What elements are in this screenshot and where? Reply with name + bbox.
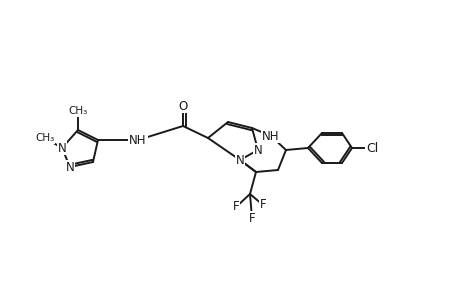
Text: NH: NH xyxy=(129,134,146,146)
Text: N: N xyxy=(57,142,66,154)
Text: Cl: Cl xyxy=(365,142,377,154)
Text: N: N xyxy=(66,160,74,173)
Text: CH₃: CH₃ xyxy=(35,133,55,143)
Text: NH: NH xyxy=(262,130,279,142)
Text: O: O xyxy=(178,100,187,112)
Text: N: N xyxy=(235,154,244,166)
Text: N: N xyxy=(253,143,262,157)
Text: F: F xyxy=(232,200,239,214)
Text: CH₃: CH₃ xyxy=(68,106,87,116)
Text: F: F xyxy=(259,199,266,212)
Text: F: F xyxy=(248,212,255,224)
